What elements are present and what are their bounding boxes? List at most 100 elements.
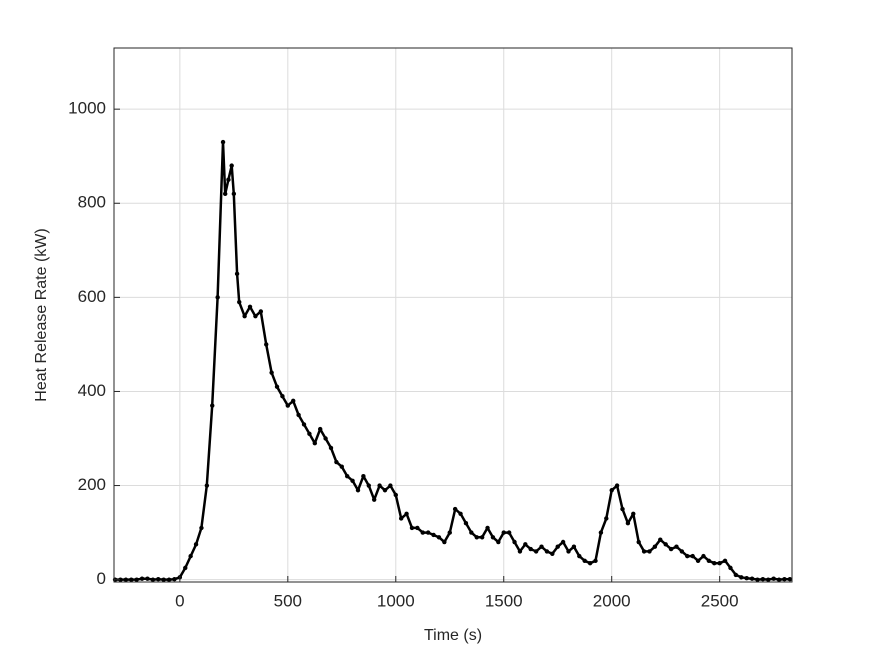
data-point bbox=[479, 535, 485, 540]
data-point bbox=[695, 558, 701, 564]
data-point bbox=[436, 535, 442, 540]
data-point bbox=[226, 177, 231, 182]
data-point bbox=[139, 576, 145, 581]
data-point bbox=[393, 492, 398, 498]
data-point bbox=[442, 539, 447, 545]
y-tick-label: 200 bbox=[78, 475, 106, 494]
data-point bbox=[223, 191, 228, 197]
data-point bbox=[237, 299, 242, 305]
data-point bbox=[771, 576, 776, 581]
data-point bbox=[593, 558, 598, 564]
data-point bbox=[679, 549, 685, 554]
data-point bbox=[291, 398, 296, 404]
data-point bbox=[658, 537, 663, 542]
data-point bbox=[145, 576, 150, 581]
axes-box bbox=[113, 47, 793, 583]
data-point bbox=[323, 436, 328, 441]
data-point bbox=[733, 572, 739, 578]
data-point bbox=[690, 553, 695, 559]
data-point bbox=[415, 525, 420, 531]
data-point bbox=[631, 511, 636, 516]
data-point bbox=[744, 576, 749, 581]
x-axis-label: Time (s) bbox=[424, 627, 482, 644]
data-point bbox=[398, 516, 404, 521]
data-point bbox=[193, 542, 199, 547]
data-point bbox=[485, 525, 490, 531]
y-tick-label: 600 bbox=[78, 287, 106, 306]
data-point bbox=[344, 473, 350, 479]
x-tick-label: 1000 bbox=[377, 591, 415, 610]
data-point bbox=[506, 530, 512, 535]
plot bbox=[112, 139, 793, 582]
data-point bbox=[533, 549, 539, 554]
data-point bbox=[706, 558, 712, 564]
data-point bbox=[712, 560, 717, 566]
grid bbox=[114, 48, 792, 582]
data-point bbox=[566, 549, 571, 554]
data-point bbox=[134, 577, 139, 582]
y-tick-label: 400 bbox=[78, 381, 106, 400]
data-point bbox=[355, 488, 361, 493]
data-point bbox=[118, 577, 123, 582]
data-point bbox=[339, 464, 344, 469]
data-point bbox=[652, 544, 658, 549]
data-point bbox=[636, 539, 641, 545]
data-point bbox=[161, 577, 166, 582]
data-point bbox=[555, 544, 560, 549]
data-point bbox=[334, 459, 339, 465]
data-point bbox=[350, 478, 355, 484]
data-point bbox=[598, 530, 604, 535]
data-point bbox=[620, 506, 625, 512]
data-point bbox=[582, 558, 587, 564]
data-point bbox=[231, 191, 237, 197]
data-point bbox=[296, 412, 301, 418]
data-point bbox=[150, 577, 156, 582]
data-point bbox=[717, 560, 722, 566]
data-point bbox=[452, 506, 458, 512]
data-point bbox=[474, 535, 479, 540]
data-point bbox=[490, 535, 496, 540]
data-point bbox=[274, 384, 280, 389]
data-point bbox=[739, 575, 744, 580]
data-point bbox=[285, 403, 291, 408]
data-point bbox=[523, 542, 528, 547]
data-point bbox=[431, 532, 436, 538]
data-point bbox=[528, 546, 533, 552]
data-point bbox=[609, 488, 614, 493]
data-point bbox=[156, 576, 161, 582]
data-point bbox=[420, 530, 425, 535]
data-point bbox=[210, 403, 215, 408]
data-point bbox=[571, 544, 577, 549]
data-point bbox=[469, 530, 474, 535]
data-point bbox=[577, 553, 582, 559]
data-point bbox=[361, 473, 366, 479]
data-point bbox=[512, 539, 517, 545]
data-point bbox=[388, 483, 393, 488]
data-point bbox=[463, 520, 469, 526]
data-point bbox=[247, 304, 253, 309]
data-point bbox=[668, 546, 674, 552]
data-point bbox=[501, 530, 506, 535]
data-point bbox=[760, 576, 766, 582]
data-point bbox=[604, 516, 609, 521]
data-point bbox=[129, 577, 134, 582]
data-point bbox=[663, 542, 668, 547]
x-tick-label: 1500 bbox=[485, 591, 523, 610]
data-point bbox=[749, 576, 755, 581]
data-point bbox=[550, 551, 555, 556]
data-point bbox=[701, 553, 706, 559]
data-point bbox=[539, 544, 544, 549]
data-point bbox=[647, 549, 652, 554]
data-point bbox=[258, 309, 264, 314]
y-tick-label: 1000 bbox=[68, 99, 106, 118]
data-point bbox=[264, 342, 269, 347]
data-point bbox=[166, 577, 172, 582]
data-point bbox=[199, 525, 204, 531]
x-tick-label: 0 bbox=[175, 591, 184, 610]
data-point bbox=[382, 488, 388, 493]
data-point bbox=[220, 139, 226, 145]
data-point bbox=[722, 558, 728, 564]
data-point bbox=[269, 370, 274, 375]
